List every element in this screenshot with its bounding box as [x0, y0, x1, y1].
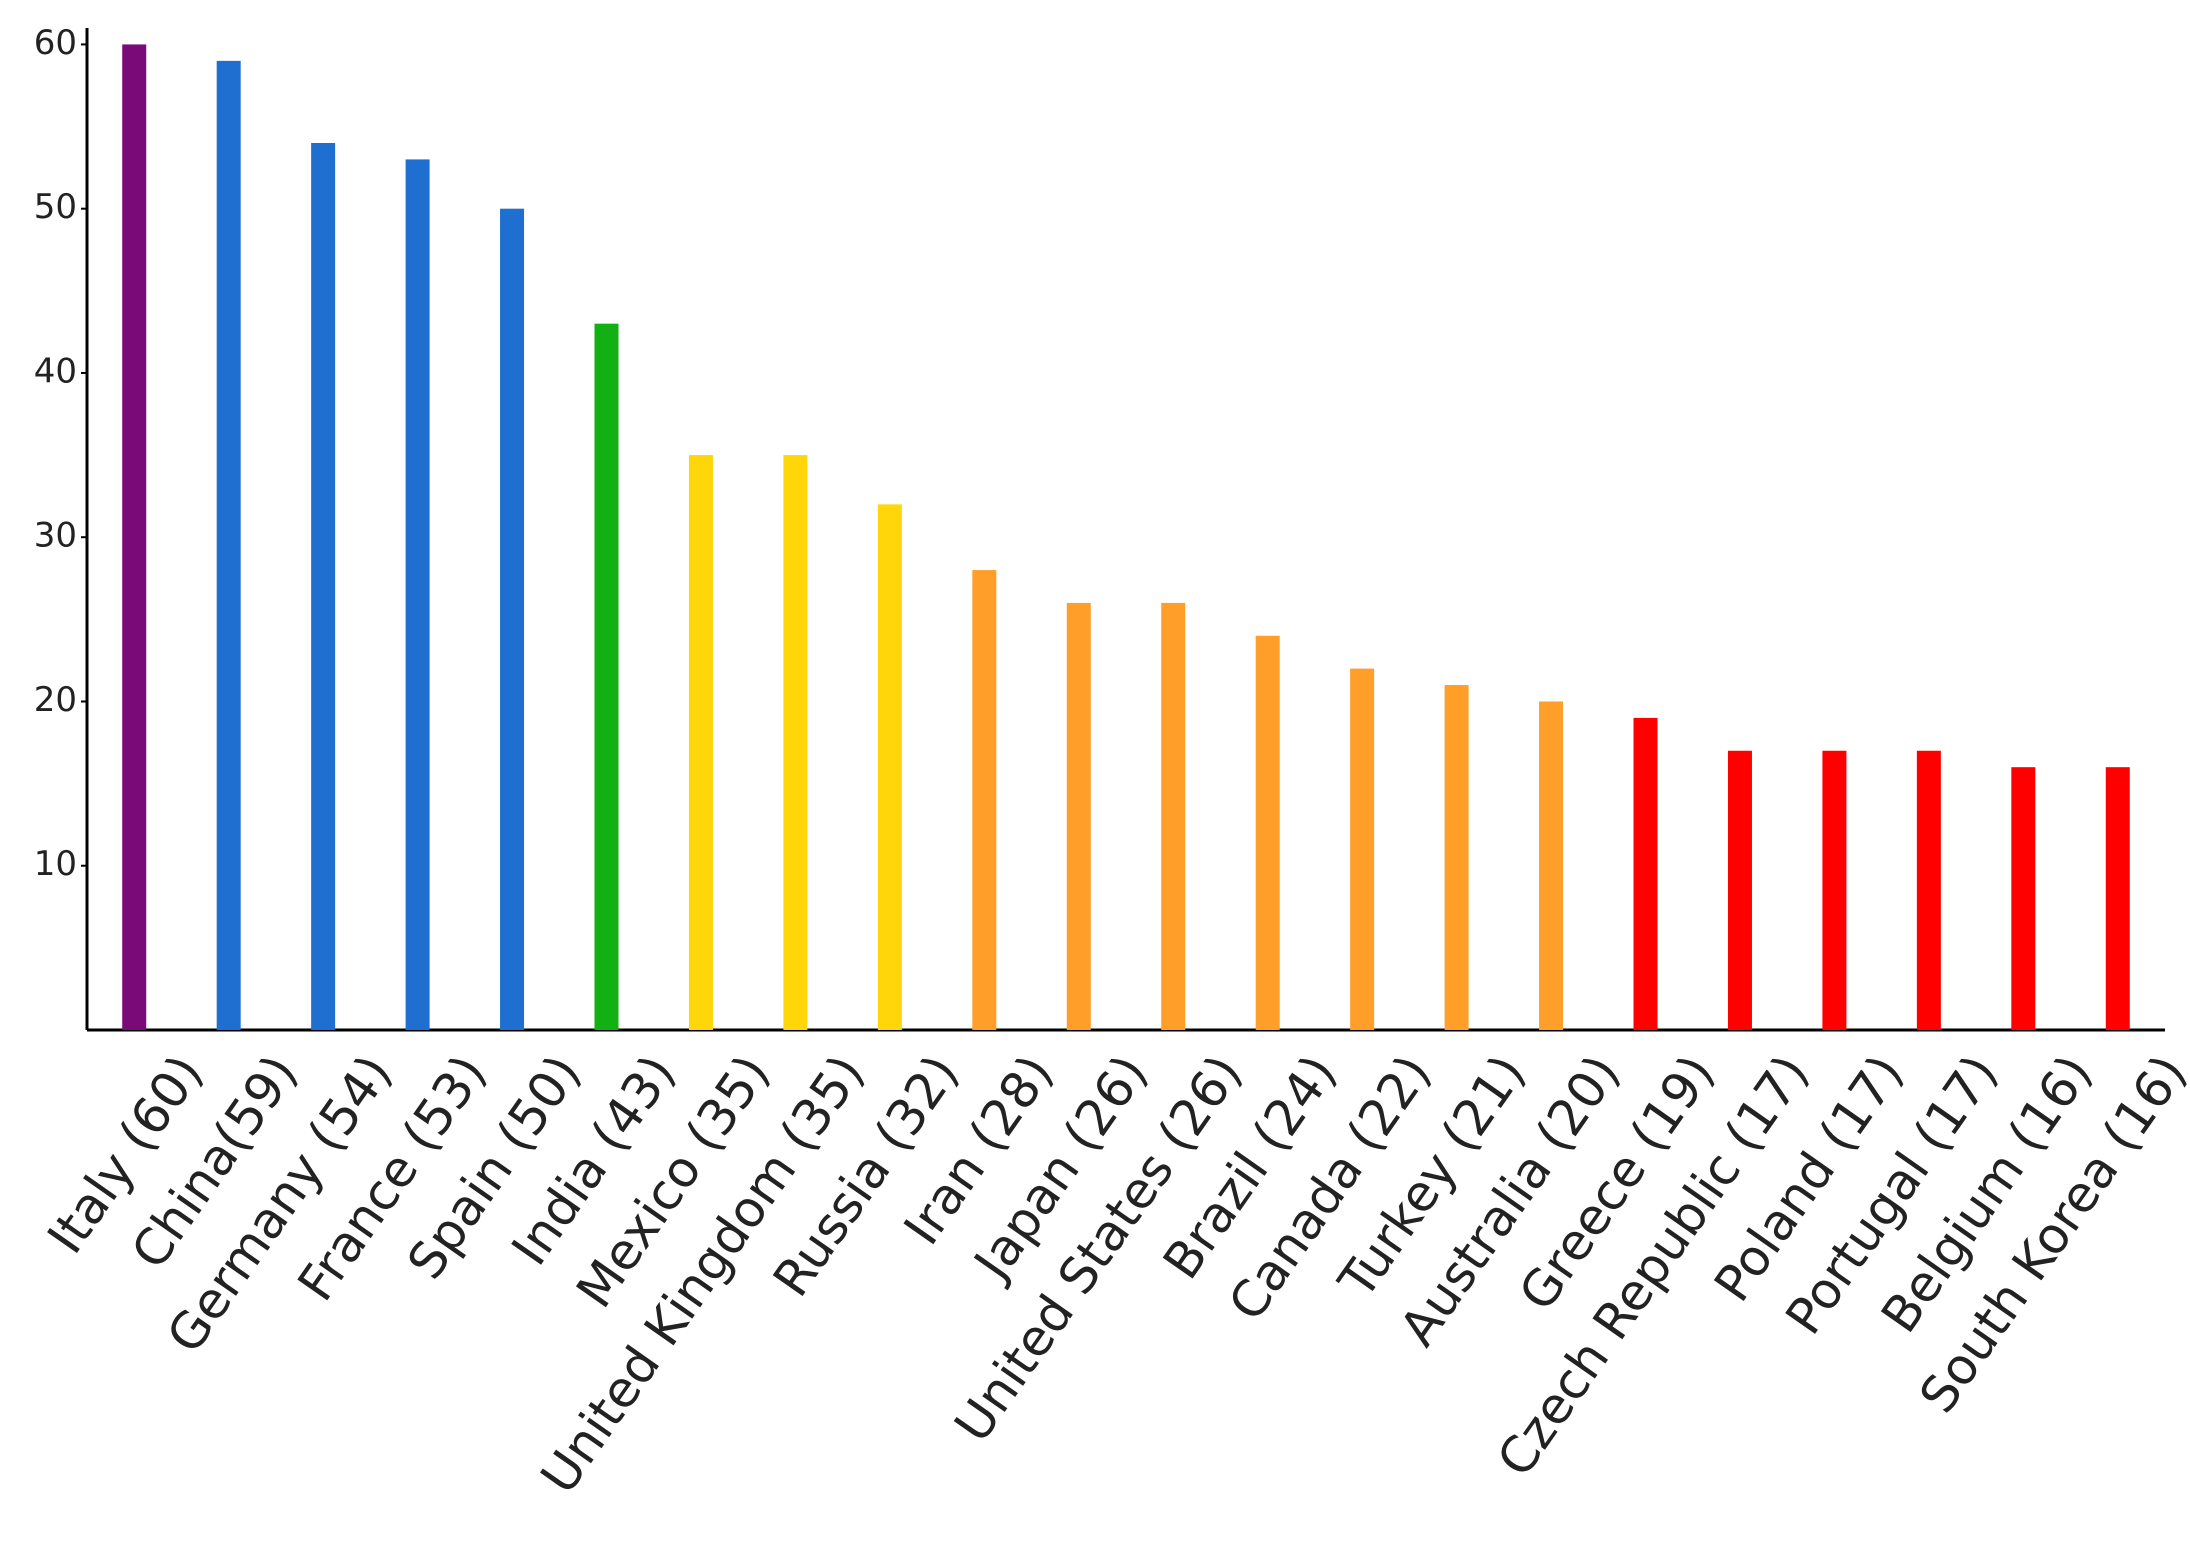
bar [688, 455, 713, 1030]
bar [1066, 602, 1091, 1030]
bar [1539, 701, 1564, 1030]
bar [594, 323, 619, 1030]
y-tick-label: 10 [34, 844, 77, 884]
bar [405, 159, 430, 1030]
bar [2105, 767, 2130, 1030]
bar [1444, 685, 1469, 1030]
bar [783, 455, 808, 1030]
bar [1727, 750, 1752, 1030]
bar [1916, 750, 1941, 1030]
bar [877, 504, 902, 1030]
bar [1350, 668, 1375, 1030]
bar [122, 44, 147, 1031]
y-tick-label: 50 [34, 187, 77, 227]
bar [1255, 635, 1280, 1030]
bar [972, 570, 997, 1030]
bar [1633, 717, 1658, 1030]
y-tick-label: 60 [34, 23, 77, 63]
bar [311, 142, 336, 1030]
bar [500, 208, 525, 1030]
y-tick-label: 20 [34, 680, 77, 720]
bar [216, 60, 241, 1030]
y-tick-label: 30 [34, 516, 77, 556]
bar [1161, 602, 1186, 1030]
bar [2011, 767, 2036, 1030]
bar [1822, 750, 1847, 1030]
y-tick-label: 40 [34, 351, 77, 391]
